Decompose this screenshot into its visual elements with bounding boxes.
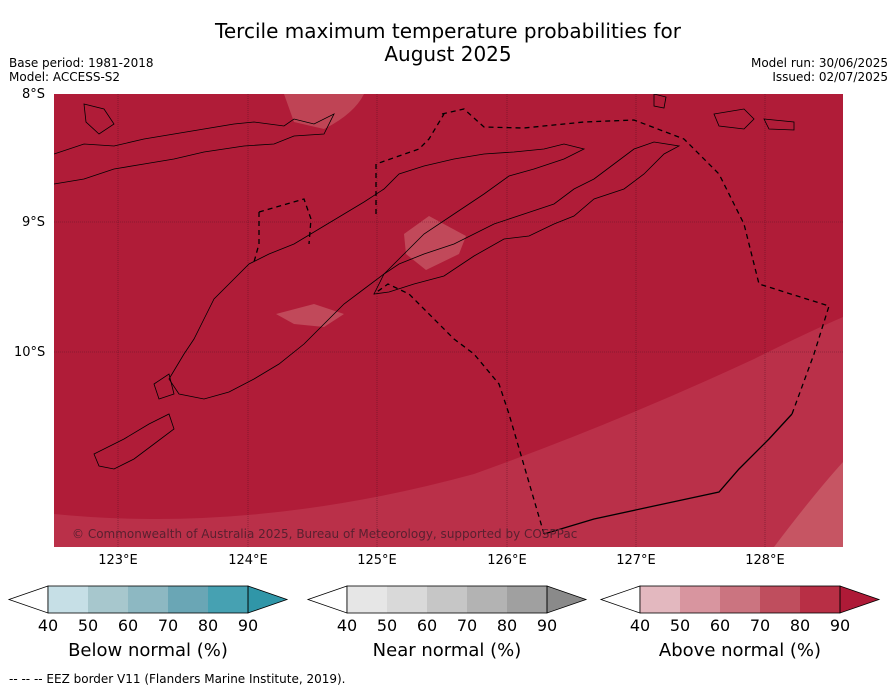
lon-label-125e: 125°E bbox=[357, 553, 397, 568]
colorbar-tick-label: 50 bbox=[77, 616, 99, 635]
light-patch-1 bbox=[284, 94, 364, 129]
colorbar-tick-label: 60 bbox=[117, 616, 139, 635]
colorbar-segment bbox=[720, 586, 760, 613]
meta-left: Base period: 1981-2018 Model: ACCESS-S2 bbox=[9, 56, 154, 84]
colorbar-extend-low bbox=[599, 585, 641, 614]
colorbar-tick-label: 40 bbox=[336, 616, 358, 635]
colorbar-segment bbox=[208, 586, 248, 613]
model-run: Model run: 30/06/2025 bbox=[750, 56, 888, 70]
lon-label-123e: 123°E bbox=[98, 553, 138, 568]
colorbar-tick-label: 60 bbox=[416, 616, 438, 635]
colorbar-segment bbox=[347, 586, 387, 613]
graticule bbox=[54, 94, 843, 547]
colorbar-segment bbox=[48, 586, 88, 613]
colorbar-segment bbox=[680, 586, 720, 613]
colorbar-segment bbox=[467, 586, 507, 613]
colorbar-tick-label: 90 bbox=[536, 616, 558, 635]
colorbar-tick-label: 40 bbox=[629, 616, 651, 635]
lon-label-124e: 124°E bbox=[228, 553, 268, 568]
colorbars bbox=[7, 585, 881, 614]
colorbar-extend-high bbox=[839, 585, 881, 614]
colorbar-tick-label: 60 bbox=[709, 616, 731, 635]
meta-right: Model run: 30/06/2025 Issued: 02/07/2025 bbox=[751, 56, 888, 84]
colorbar-tick-label: 70 bbox=[456, 616, 478, 635]
issued-date: Issued: 02/07/2025 bbox=[772, 70, 888, 84]
lat-label-10s: 10°S bbox=[14, 345, 46, 360]
map-title: Tercile maximum temperature probabilitie… bbox=[0, 20, 896, 66]
colorbar-title-above: Above normal (%) bbox=[658, 640, 822, 661]
colorbar-segment bbox=[800, 586, 840, 613]
colorbar-near-normal bbox=[306, 585, 588, 614]
colorbar-extend-high bbox=[546, 585, 588, 614]
colorbar-tick-label: 50 bbox=[376, 616, 398, 635]
colorbar-extend-high bbox=[247, 585, 289, 614]
above-normal-80-area bbox=[54, 317, 843, 547]
colorbar-segment bbox=[640, 586, 680, 613]
colorbar-segment bbox=[128, 586, 168, 613]
title-line-2: August 2025 bbox=[384, 42, 512, 66]
colorbar-outline bbox=[346, 585, 548, 614]
colorbar-tick-label: 50 bbox=[669, 616, 691, 635]
colorbar-segment bbox=[387, 586, 427, 613]
light-patch-2 bbox=[404, 216, 466, 270]
above-normal-70-area bbox=[774, 462, 843, 547]
colorbar-tick-label: 80 bbox=[197, 616, 219, 635]
eez-border bbox=[253, 108, 830, 535]
colorbar-tick-label: 80 bbox=[789, 616, 811, 635]
lat-label-8s: 8°S bbox=[22, 87, 46, 102]
lon-label-128e: 128°E bbox=[745, 553, 785, 568]
colorbar-extend-low bbox=[7, 585, 49, 614]
colorbar-above-normal bbox=[599, 585, 881, 614]
colorbar-tick-label: 80 bbox=[496, 616, 518, 635]
colorbar-outline bbox=[47, 585, 249, 614]
lon-label-126e: 126°E bbox=[487, 553, 527, 568]
title-line-1: Tercile maximum temperature probabilitie… bbox=[215, 19, 681, 43]
lon-label-127e: 127°E bbox=[616, 553, 656, 568]
colorbar-tick-label: 70 bbox=[157, 616, 179, 635]
colorbar-title-below: Below normal (%) bbox=[68, 640, 228, 661]
colorbar-tick-label: 90 bbox=[237, 616, 259, 635]
colorbar-outline bbox=[639, 585, 841, 614]
colorbar-segment bbox=[760, 586, 800, 613]
coastlines bbox=[54, 94, 795, 470]
colorbar-tick-label: 90 bbox=[829, 616, 851, 635]
lat-label-9s: 9°S bbox=[22, 215, 46, 230]
colorbar-segment bbox=[88, 586, 128, 613]
model-name: Model: ACCESS-S2 bbox=[9, 70, 121, 84]
copyright-notice: © Commonwealth of Australia 2025, Bureau… bbox=[72, 527, 578, 541]
colorbar-segment bbox=[168, 586, 208, 613]
colorbar-segment bbox=[427, 586, 467, 613]
colorbar-title-near: Near normal (%) bbox=[372, 640, 522, 661]
colorbar-tick-label: 70 bbox=[749, 616, 771, 635]
eez-legend-footer: -- -- -- EEZ border V11 (Flanders Marine… bbox=[9, 672, 346, 686]
map-canvas bbox=[54, 94, 843, 547]
colorbar-extend-low bbox=[306, 585, 348, 614]
colorbar-tick-label: 40 bbox=[37, 616, 59, 635]
colorbar-segment bbox=[507, 586, 547, 613]
base-period: Base period: 1981-2018 bbox=[9, 56, 154, 70]
colorbar-below-normal bbox=[7, 585, 289, 614]
